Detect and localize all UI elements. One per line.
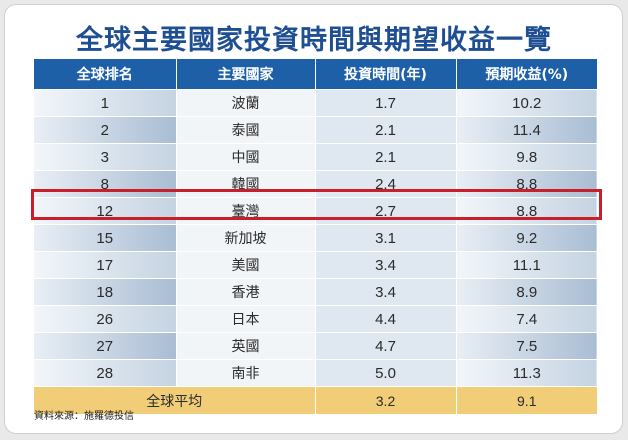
cell-return: 11.1 [456,251,597,279]
cell-years: 2.7 [315,197,457,225]
cell-years: 1.7 [315,89,457,117]
column-header-return: 預期收益(%) [456,59,597,90]
cell-rank: 1 [34,89,177,117]
cell-years: 5.0 [315,359,457,387]
cell-return: 11.4 [456,116,597,144]
cell-rank: 18 [34,278,177,306]
average-label: 全球平均 [34,386,316,414]
cell-rank: 2 [34,116,177,144]
cell-rank: 26 [34,305,177,333]
table-row: 26 日本 4.4 7.4 [34,305,597,333]
cell-country: 臺灣 [176,197,316,225]
cell-return: 8.8 [456,170,597,198]
cell-country: 新加坡 [176,224,316,252]
column-header-rank: 全球排名 [34,59,177,90]
cell-rank: 17 [34,251,177,279]
cell-country: 波蘭 [176,89,316,117]
cell-years: 2.4 [315,170,457,198]
cell-return: 10.2 [456,89,597,117]
average-years: 3.2 [315,386,457,414]
cell-rank: 28 [34,359,177,387]
cell-country: 中國 [176,143,316,171]
cell-rank: 12 [34,197,177,225]
column-header-country: 主要國家 [176,59,316,90]
cell-years: 3.1 [315,224,457,252]
table-row: 8 韓國 2.4 8.8 [34,170,597,198]
cell-return: 11.3 [456,359,597,387]
cell-years: 2.1 [315,143,457,171]
column-header-years: 投資時間(年) [315,59,457,90]
cell-years: 2.1 [315,116,457,144]
cell-rank: 8 [34,170,177,198]
cell-return: 7.5 [456,332,597,360]
cell-rank: 27 [34,332,177,360]
table-row: 18 香港 3.4 8.9 [34,278,597,306]
cell-country: 日本 [176,305,316,333]
source-note: 資料來源：施羅德投信 [34,411,134,422]
cell-country: 美國 [176,251,316,279]
cell-country: 韓國 [176,170,316,198]
cell-country: 香港 [176,278,316,306]
cell-return: 9.2 [456,224,597,252]
cell-return: 8.8 [456,197,597,225]
cell-return: 7.4 [456,305,597,333]
investment-table: 全球排名 主要國家 投資時間(年) 預期收益(%) 1 波蘭 1.7 10.2 … [34,59,597,414]
cell-years: 3.4 [315,251,457,279]
cell-country: 英國 [176,332,316,360]
cell-country: 泰國 [176,116,316,144]
cell-rank: 15 [34,224,177,252]
cell-country: 南非 [176,359,316,387]
table-row: 2 泰國 2.1 11.4 [34,116,597,144]
cell-years: 4.7 [315,332,457,360]
cell-years: 3.4 [315,278,457,306]
table-row-highlighted: 12 臺灣 2.7 8.8 [34,197,597,225]
page-title: 全球主要國家投資時間與期望收益一覽 [76,25,552,56]
table-row: 1 波蘭 1.7 10.2 [34,89,597,117]
cell-rank: 3 [34,143,177,171]
table-row: 17 美國 3.4 11.1 [34,251,597,279]
cell-return: 9.8 [456,143,597,171]
average-return: 9.1 [456,386,597,414]
average-row: 全球平均 3.2 9.1 [34,386,597,414]
cell-return: 8.9 [456,278,597,306]
cell-years: 4.4 [315,305,457,333]
table-header-row: 全球排名 主要國家 投資時間(年) 預期收益(%) [34,59,597,90]
table-row: 15 新加坡 3.1 9.2 [34,224,597,252]
table-row: 3 中國 2.1 9.8 [34,143,597,171]
table-row: 28 南非 5.0 11.3 [34,359,597,387]
table-row: 27 英國 4.7 7.5 [34,332,597,360]
